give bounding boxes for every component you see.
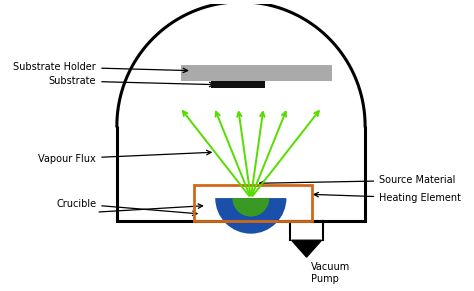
Bar xyxy=(210,81,265,88)
Text: Heating Element: Heating Element xyxy=(314,192,461,203)
Text: Vapour Flux: Vapour Flux xyxy=(38,150,211,164)
Text: Vacuum
Pump: Vacuum Pump xyxy=(311,262,350,284)
Bar xyxy=(194,185,312,221)
Wedge shape xyxy=(215,198,286,234)
Text: Source Material: Source Material xyxy=(260,175,456,185)
Wedge shape xyxy=(232,198,269,217)
Text: Substrate Holder: Substrate Holder xyxy=(13,62,188,73)
Text: Crucible: Crucible xyxy=(56,199,197,216)
Text: Substrate: Substrate xyxy=(49,76,214,87)
Bar xyxy=(181,65,332,81)
Polygon shape xyxy=(292,240,321,257)
